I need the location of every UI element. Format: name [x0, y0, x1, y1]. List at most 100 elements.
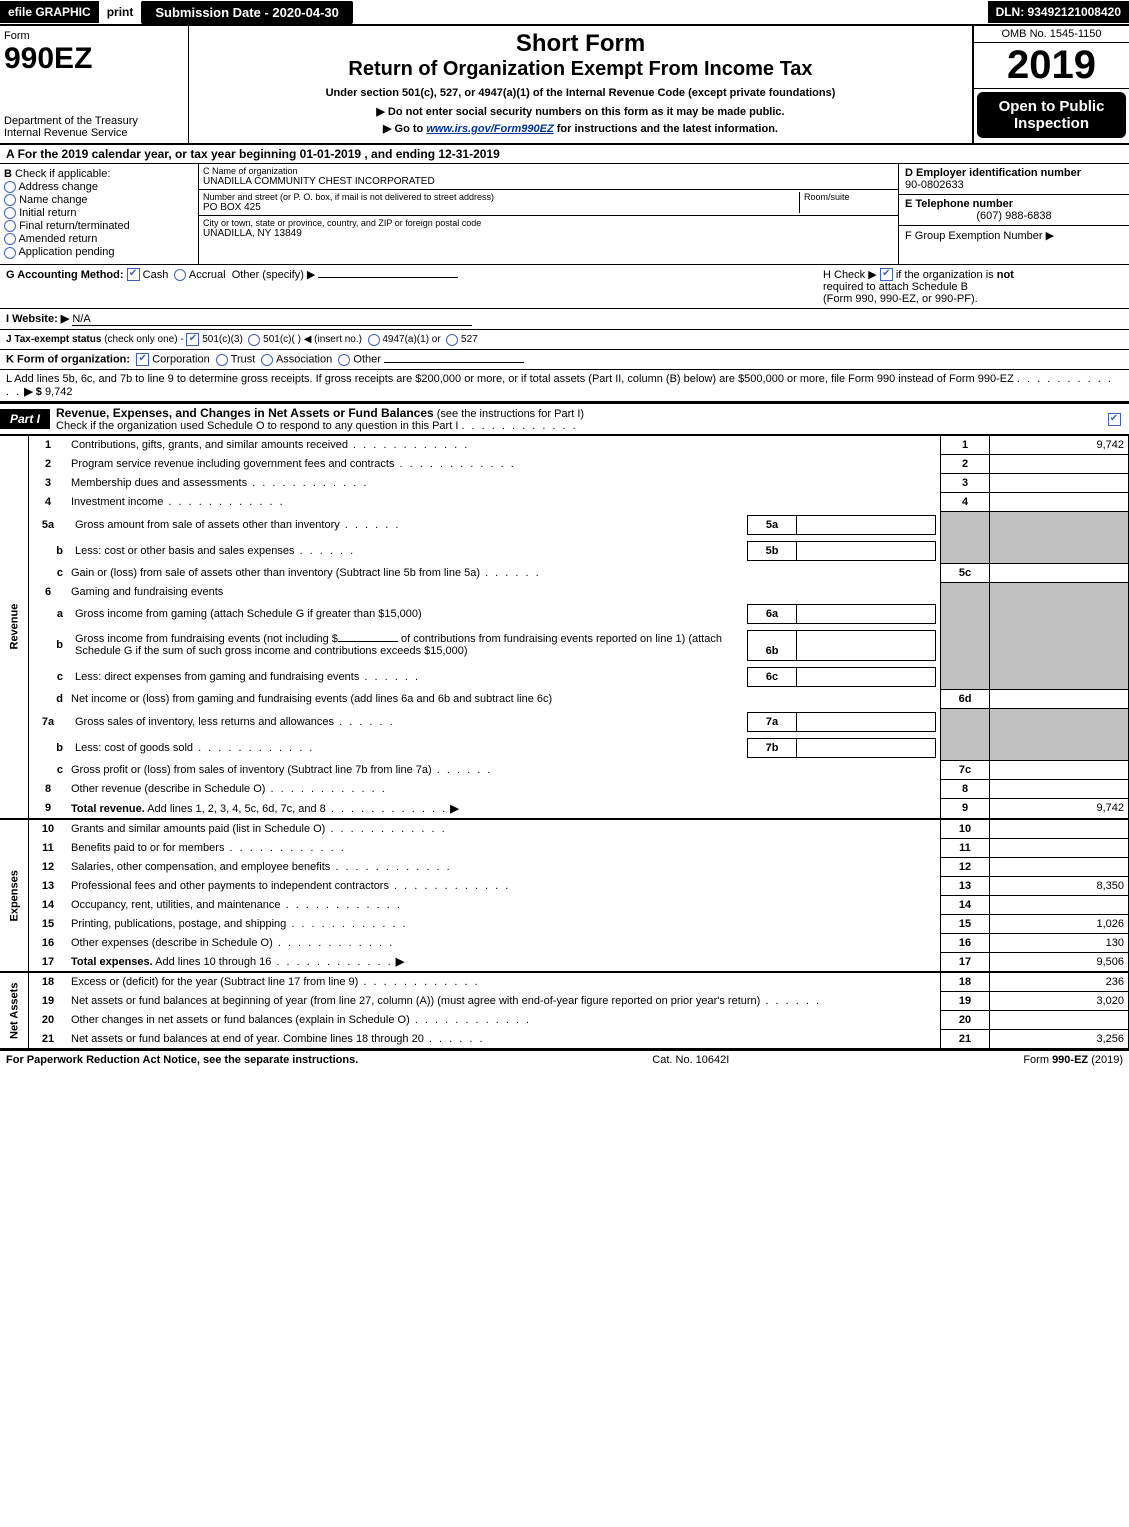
ln20-val: [990, 1011, 1129, 1030]
lbl-accrual: Accrual: [189, 269, 226, 281]
ln10-col: 10: [941, 819, 990, 839]
ln16-val: 130: [990, 933, 1129, 952]
ln21-text: Net assets or fund balances at end of ye…: [67, 1030, 941, 1050]
ln6b-amount-field[interactable]: [338, 641, 398, 642]
top-bar: efile GRAPHIC print Submission Date - 20…: [0, 0, 1129, 26]
ln17-val: 9,506: [990, 952, 1129, 972]
ln11-num: 11: [29, 838, 68, 857]
ln6a-num: a: [29, 601, 68, 627]
ln18-num: 18: [29, 972, 68, 992]
checkbox-schedule-b[interactable]: ✔: [880, 268, 893, 281]
c-street-label: Number and street (or P. O. box, if mail…: [203, 192, 799, 202]
ln5b-subcol: 5b: [748, 541, 797, 560]
row-k: K Form of organization: ✔ Corporation Tr…: [0, 350, 1129, 370]
footer-mid: Cat. No. 10642I: [652, 1054, 729, 1066]
ln14-val: [990, 895, 1129, 914]
lbl-501c: 501(c)( ) ◀ (insert no.): [263, 334, 362, 345]
j-small: (check only one) -: [104, 334, 183, 345]
dept-line2: Internal Revenue Service: [4, 127, 184, 139]
checkbox-501c[interactable]: [248, 334, 260, 346]
ln7c-num: c: [29, 761, 68, 780]
part1-label: Part I: [0, 409, 50, 429]
l-text: L Add lines 5b, 6c, and 7b to line 9 to …: [6, 373, 1014, 385]
e-label: E Telephone number: [905, 198, 1013, 210]
d-label: D Employer identification number: [905, 167, 1081, 179]
telephone-value: (607) 988-6838: [905, 210, 1123, 222]
ln6d-col: 6d: [941, 690, 990, 709]
ln20-col: 20: [941, 1011, 990, 1030]
checkbox-4947[interactable]: [368, 334, 380, 346]
ln5a-text: Gross amount from sale of assets other t…: [71, 515, 748, 534]
header-left: Form 990EZ Department of the Treasury In…: [0, 26, 189, 143]
ln6c-row: Less: direct expenses from gaming and fu…: [67, 664, 941, 690]
expenses-side-label: Expenses: [0, 819, 29, 973]
checkbox-accrual[interactable]: [174, 269, 186, 281]
ln3-val: [990, 474, 1129, 493]
ln18-col: 18: [941, 972, 990, 992]
other-method-field[interactable]: [318, 277, 458, 278]
lbl-address-change: Address change: [18, 181, 98, 193]
ln5a-num: 5a: [29, 512, 68, 538]
checkbox-initial-return[interactable]: [4, 207, 16, 219]
print-link[interactable]: print: [99, 1, 142, 23]
lbl-501c3: 501(c)(3): [202, 334, 243, 345]
under-section: Under section 501(c), 527, or 4947(a)(1)…: [193, 87, 968, 99]
ln15-val: 1,026: [990, 914, 1129, 933]
checkbox-527[interactable]: [446, 334, 458, 346]
checkbox-name-change[interactable]: [4, 194, 16, 206]
lbl-initial-return: Initial return: [19, 207, 76, 219]
l-value: 9,742: [45, 386, 73, 398]
checkbox-final-return[interactable]: [4, 220, 16, 232]
other-org-field[interactable]: [384, 362, 524, 363]
lbl-final-return: Final return/terminated: [19, 220, 130, 232]
ln13-num: 13: [29, 876, 68, 895]
footer-right: Form 990-EZ (2019): [1023, 1054, 1123, 1066]
checkbox-association[interactable]: [261, 354, 273, 366]
ln5b-num: b: [29, 538, 68, 564]
checkbox-other-org[interactable]: [338, 354, 350, 366]
ln4-val: [990, 493, 1129, 512]
ln4-num: 4: [29, 493, 68, 512]
form-number: 990EZ: [4, 42, 184, 76]
ln17-col: 17: [941, 952, 990, 972]
ln6b-row: Gross income from fundraising events (no…: [67, 627, 941, 664]
efile-link[interactable]: efile GRAPHIC: [0, 1, 99, 23]
part1-sub: (see the instructions for Part I): [437, 408, 584, 420]
ln6a-row: Gross income from gaming (attach Schedul…: [67, 601, 941, 627]
lbl-cash: Cash: [143, 269, 169, 281]
ln10-num: 10: [29, 819, 68, 839]
header-mid: Short Form Return of Organization Exempt…: [189, 26, 972, 143]
checkbox-schedule-o[interactable]: ✔: [1108, 413, 1121, 426]
irs-link[interactable]: www.irs.gov/Form990EZ: [426, 123, 553, 135]
checkbox-application-pending[interactable]: [4, 247, 16, 259]
goto-post: for instructions and the latest informat…: [554, 123, 778, 135]
checkbox-address-change[interactable]: [4, 181, 16, 193]
submission-date: Submission Date - 2020-04-30: [141, 1, 353, 24]
ln5-grey: [941, 512, 990, 564]
ln18-val: 236: [990, 972, 1129, 992]
checkbox-cash[interactable]: ✔: [127, 268, 140, 281]
ln7b-subval: [797, 738, 936, 757]
ln1-text: Contributions, gifts, grants, and simila…: [67, 435, 941, 455]
ln6c-subval: [797, 667, 936, 686]
ln11-col: 11: [941, 838, 990, 857]
return-title: Return of Organization Exempt From Incom…: [193, 58, 968, 81]
ln6d-val: [990, 690, 1129, 709]
c-city-label: City or town, state or province, country…: [203, 218, 894, 228]
ln6b-subcol: 6b: [748, 630, 797, 660]
ln11-val: [990, 838, 1129, 857]
checkbox-amended-return[interactable]: [4, 233, 16, 245]
ln4-text: Investment income: [67, 493, 941, 512]
ln12-num: 12: [29, 857, 68, 876]
check-if-applicable: Check if applicable:: [15, 168, 110, 180]
ln2-val: [990, 455, 1129, 474]
ln16-col: 16: [941, 933, 990, 952]
i-label: I Website: ▶: [6, 313, 69, 325]
ln9-text: Total revenue. Add lines 1, 2, 3, 4, 5c,…: [67, 799, 941, 819]
checkbox-corporation[interactable]: ✔: [136, 353, 149, 366]
checkbox-501c3[interactable]: ✔: [186, 333, 199, 346]
checkbox-trust[interactable]: [216, 354, 228, 366]
ln6b-subval: [797, 630, 936, 660]
ln6-num: 6: [29, 583, 68, 601]
ln20-num: 20: [29, 1011, 68, 1030]
